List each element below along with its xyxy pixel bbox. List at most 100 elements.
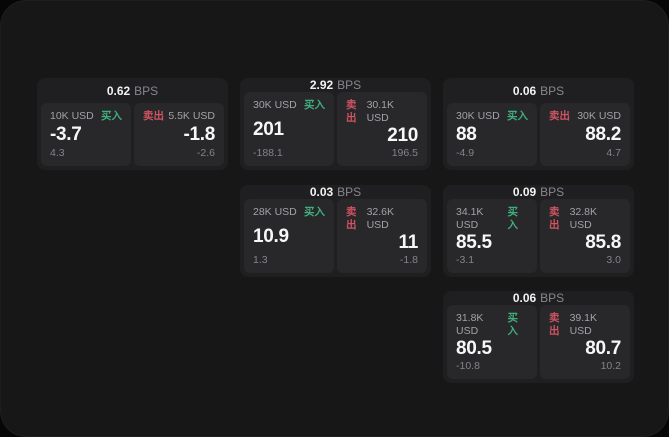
buy-side-label: 买入: [304, 99, 325, 111]
sell-labels-row: 卖出 30K USD: [549, 110, 621, 123]
quote-card: 0.62 BPS 10K USD 买入 -3.7 4.3 卖出 5.5K USD…: [37, 78, 228, 170]
sell-quote-panel[interactable]: 卖出 32.8K USD 85.8 3.0: [540, 199, 630, 273]
sell-side-label: 卖出: [346, 206, 357, 231]
sell-delta: -2.6: [196, 147, 215, 159]
sell-quote-panel[interactable]: 卖出 5.5K USD -1.8 -2.6: [134, 103, 224, 166]
buy-amount: 30K USD: [253, 99, 297, 111]
sell-quote-panel[interactable]: 卖出 30K USD 88.2 4.7: [540, 103, 630, 166]
buy-price: -3.7: [50, 124, 82, 145]
quote-card: 0.09 BPS 34.1K USD 买入 85.5 -3.1 卖出 32.8K…: [443, 185, 634, 277]
sell-quote-panel[interactable]: 卖出 30.1K USD 210 196.5: [337, 92, 427, 166]
quote-card: 2.92 BPS 30K USD 买入 201 -188.1 卖出 30.1K …: [240, 78, 431, 170]
buy-quote-panel[interactable]: 34.1K USD 买入 85.5 -3.1: [447, 199, 537, 273]
bps-value: 0.06: [512, 291, 537, 305]
sell-price: -1.8: [183, 124, 215, 145]
buy-price: 85.5: [456, 232, 492, 253]
buy-amount: 34.1K USD: [456, 206, 484, 231]
bps-value: 0.62: [106, 83, 131, 98]
bps-header: 0.62 BPS: [37, 78, 228, 103]
buy-delta: 4.3: [50, 147, 65, 159]
bps-header: 0.06 BPS: [443, 291, 634, 305]
quote-card: 0.06 BPS 30K USD 买入 88 -4.9 卖出 30K USD 8…: [443, 78, 634, 170]
sell-amount: 30.1K USD: [366, 99, 395, 124]
quote-card-body: 30K USD 买入 201 -188.1 卖出 30.1K USD 210 1…: [240, 92, 431, 170]
bps-value: 0.06: [512, 83, 537, 98]
buy-labels-row: 30K USD 买入: [456, 110, 528, 123]
buy-delta: 1.3: [253, 254, 268, 266]
sell-amount: 39.1K USD: [569, 312, 598, 337]
sell-amount: 32.6K USD: [366, 206, 395, 231]
bps-unit-label: BPS: [337, 78, 362, 92]
buy-price: 88: [456, 124, 477, 145]
bps-value: 0.03: [309, 185, 334, 199]
bps-unit-label: BPS: [134, 83, 159, 98]
buy-quote-panel[interactable]: 28K USD 买入 10.9 1.3: [244, 199, 334, 273]
buy-labels-row: 10K USD 买入: [50, 110, 122, 123]
buy-amount: 10K USD: [50, 110, 94, 122]
bps-value: 2.92: [309, 78, 334, 92]
sell-side-label: 卖出: [549, 110, 570, 122]
buy-side-label: 买入: [507, 206, 518, 231]
bps-unit-label: BPS: [540, 291, 565, 305]
sell-quote-panel[interactable]: 卖出 39.1K USD 80.7 10.2: [540, 305, 630, 379]
buy-price: 201: [253, 118, 284, 140]
sell-price: 11: [398, 232, 419, 253]
sell-labels-row: 卖出 39.1K USD: [549, 312, 621, 338]
quote-card-body: 30K USD 买入 88 -4.9 卖出 30K USD 88.2 4.7: [443, 103, 634, 170]
sell-side-label: 卖出: [346, 99, 357, 124]
bps-value: 0.09: [512, 185, 537, 199]
quote-card-body: 34.1K USD 买入 85.5 -3.1 卖出 32.8K USD 85.8…: [443, 199, 634, 277]
quote-card-body: 28K USD 买入 10.9 1.3 卖出 32.6K USD 11 -1.8: [240, 199, 431, 277]
sell-price: 88.2: [585, 124, 621, 145]
bps-unit-label: BPS: [540, 185, 565, 199]
buy-labels-row: 28K USD 买入: [253, 206, 325, 219]
buy-side-label: 买入: [101, 110, 122, 122]
sell-side-label: 卖出: [549, 312, 560, 337]
bps-header: 0.09 BPS: [443, 185, 634, 199]
sell-side-label: 卖出: [143, 110, 164, 122]
sell-delta: 3.0: [606, 254, 621, 266]
sell-amount: 32.8K USD: [569, 206, 598, 231]
buy-delta: -4.9: [456, 147, 475, 159]
sell-price: 210: [387, 125, 418, 146]
sell-amount: 5.5K USD: [168, 110, 215, 122]
buy-side-label: 买入: [507, 312, 518, 337]
buy-price: 10.9: [253, 225, 289, 247]
buy-quote-panel[interactable]: 31.8K USD 买入 80.5 -10.8: [447, 305, 537, 379]
buy-labels-row: 30K USD 买入: [253, 99, 325, 112]
sell-amount: 30K USD: [577, 110, 621, 122]
bps-header: 2.92 BPS: [240, 78, 431, 92]
sell-delta: -1.8: [399, 254, 418, 266]
bps-unit-label: BPS: [337, 185, 362, 199]
buy-quote-panel[interactable]: 30K USD 买入 88 -4.9: [447, 103, 537, 166]
quote-card-body: 10K USD 买入 -3.7 4.3 卖出 5.5K USD -1.8 -2.…: [37, 103, 228, 170]
sell-side-label: 卖出: [549, 206, 560, 231]
buy-labels-row: 31.8K USD 买入: [456, 312, 528, 338]
buy-labels-row: 34.1K USD 买入: [456, 206, 528, 232]
sell-quote-panel[interactable]: 卖出 32.6K USD 11 -1.8: [337, 199, 427, 273]
buy-delta: -188.1: [253, 147, 283, 159]
sell-labels-row: 卖出 5.5K USD: [143, 110, 215, 123]
quote-card: 0.03 BPS 28K USD 买入 10.9 1.3 卖出 32.6K US…: [240, 185, 431, 277]
bps-header: 0.03 BPS: [240, 185, 431, 199]
buy-side-label: 买入: [304, 206, 325, 218]
buy-delta: -3.1: [456, 254, 475, 266]
buy-price: 80.5: [456, 338, 492, 359]
sell-labels-row: 卖出 30.1K USD: [346, 99, 418, 125]
buy-quote-panel[interactable]: 10K USD 买入 -3.7 4.3: [41, 103, 131, 166]
sell-labels-row: 卖出 32.6K USD: [346, 206, 418, 232]
sell-labels-row: 卖出 32.8K USD: [549, 206, 621, 232]
buy-amount: 30K USD: [456, 110, 500, 122]
buy-side-label: 买入: [507, 110, 528, 122]
sell-price: 85.8: [585, 232, 621, 253]
buy-quote-panel[interactable]: 30K USD 买入 201 -188.1: [244, 92, 334, 166]
bps-header: 0.06 BPS: [443, 78, 634, 103]
sell-delta: 4.7: [606, 147, 621, 159]
sell-delta: 196.5: [391, 147, 418, 159]
buy-delta: -10.8: [456, 360, 480, 372]
sell-price: 80.7: [585, 338, 621, 359]
quote-card: 0.06 BPS 31.8K USD 买入 80.5 -10.8 卖出 39.1…: [443, 291, 634, 383]
buy-amount: 31.8K USD: [456, 312, 484, 337]
